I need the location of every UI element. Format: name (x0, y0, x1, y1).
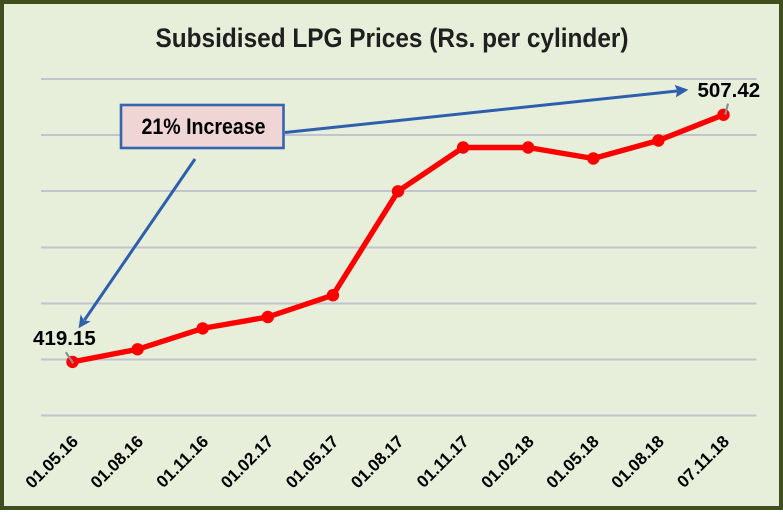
svg-text:Subsidised LPG Prices (Rs. per: Subsidised LPG Prices (Rs. per cylinder) (156, 23, 629, 53)
svg-text:507.42: 507.42 (697, 79, 760, 102)
svg-text:419.15: 419.15 (33, 327, 96, 350)
svg-text:21% Increase: 21% Increase (142, 114, 266, 139)
